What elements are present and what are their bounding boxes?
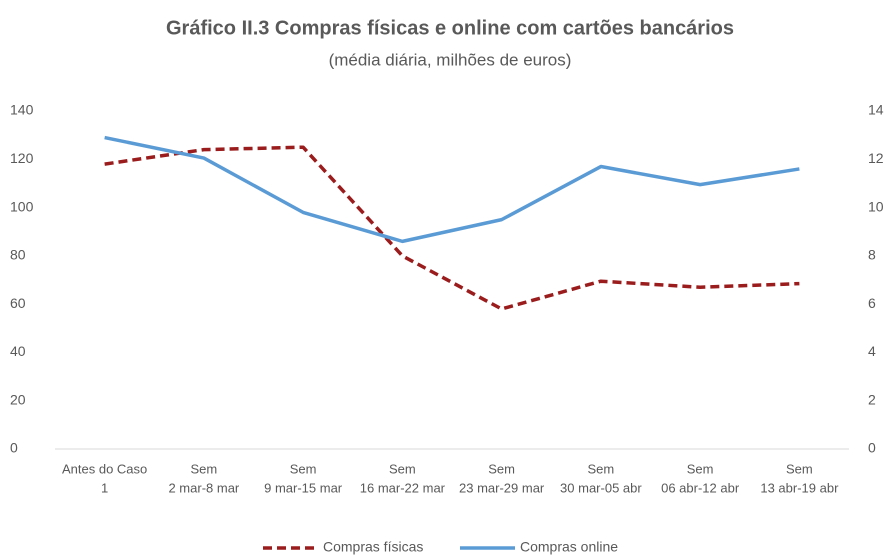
x-tick-label: 30 mar-05 abr: [560, 480, 642, 495]
y2-tick-label: 8: [868, 247, 876, 263]
y2-tick-label: 6: [868, 295, 876, 311]
x-tick-label: Sem: [191, 461, 218, 476]
x-tick-label: Sem: [687, 461, 714, 476]
y2-tick-label: 12: [868, 150, 884, 166]
y-tick-label: 80: [10, 247, 26, 263]
x-tick-label: 16 mar-22 mar: [360, 480, 446, 495]
y-tick-label: 60: [10, 295, 26, 311]
y-tick-label: 20: [10, 391, 26, 407]
x-tick-label: Sem: [290, 461, 317, 476]
legend-label: Compras físicas: [323, 539, 423, 555]
y2-tick-label: 2: [868, 391, 876, 407]
x-tick-label: 13 abr-19 abr: [760, 480, 839, 495]
x-tick-label: Sem: [389, 461, 416, 476]
x-tick-label: Sem: [488, 461, 515, 476]
x-tick-label: 06 abr-12 abr: [661, 480, 740, 495]
series-line: [104, 145, 800, 311]
y2-tick-label: 10: [868, 198, 884, 214]
x-tick-label: 23 mar-29 mar: [459, 480, 545, 495]
chart-subtitle: (média diária, milhões de euros): [329, 50, 572, 69]
y-tick-label: 40: [10, 343, 26, 359]
legend-label: Compras online: [520, 539, 618, 555]
x-tick-label: 1: [101, 480, 108, 495]
y-tick-label: 120: [10, 150, 34, 166]
y-tick-label: 0: [10, 440, 18, 456]
series-line: [104, 135, 800, 244]
x-tick-label: 2 mar-8 mar: [168, 480, 239, 495]
chart-title: Gráfico II.3 Compras físicas e online co…: [166, 17, 734, 39]
y2-tick-label: 14: [868, 102, 884, 118]
x-tick-label: Sem: [588, 461, 615, 476]
y2-tick-label: 0: [868, 440, 876, 456]
y-tick-label: 100: [10, 198, 34, 214]
y-tick-label: 140: [10, 102, 34, 118]
y2-tick-label: 4: [868, 343, 876, 359]
x-tick-label: 9 mar-15 mar: [264, 480, 343, 495]
x-tick-label: Sem: [786, 461, 813, 476]
x-tick-label: Antes do Caso: [62, 461, 147, 476]
